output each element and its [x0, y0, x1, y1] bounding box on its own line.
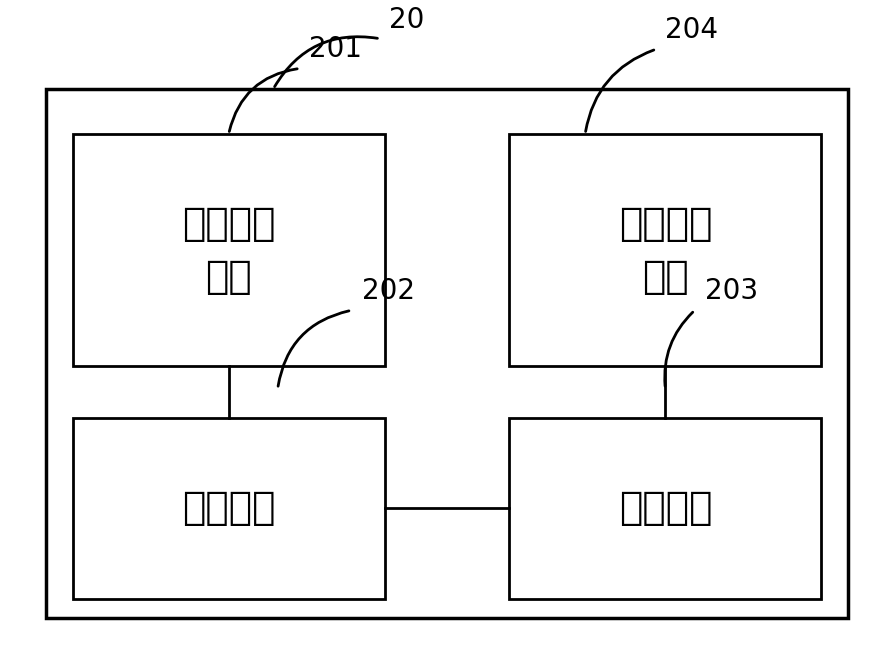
Text: 请求获取
模块: 请求获取 模块: [181, 205, 275, 296]
Bar: [510, 418, 822, 599]
Text: 201: 201: [308, 36, 362, 63]
Text: 分组模块: 分组模块: [181, 490, 275, 527]
Text: 203: 203: [705, 277, 759, 305]
Bar: [72, 134, 384, 367]
Bar: [72, 418, 384, 599]
Text: 20: 20: [389, 6, 425, 34]
Text: 202: 202: [362, 277, 416, 305]
Text: 轧差模块: 轧差模块: [619, 490, 713, 527]
Text: 204: 204: [665, 16, 719, 44]
Text: 数据输出
模块: 数据输出 模块: [619, 205, 713, 296]
Bar: [510, 134, 822, 367]
Bar: [46, 89, 848, 618]
